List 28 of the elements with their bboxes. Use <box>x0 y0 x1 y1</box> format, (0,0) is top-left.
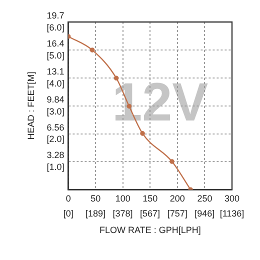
x-tick-label: 50 <box>90 193 101 204</box>
y-tick-label: 9.84 <box>46 94 64 104</box>
x2-tick-label: [1136] <box>220 208 244 218</box>
x2-tick-label: [567] <box>140 208 160 218</box>
x2-tick-label: [946] <box>194 208 215 218</box>
y2-tick-label: [4.0] <box>46 78 64 88</box>
x-tick-label: 150 <box>142 193 158 204</box>
y-tick-label: 16.4 <box>46 38 64 49</box>
x-tick-label: 0 <box>66 193 71 204</box>
y-tick-label: 6.56 <box>46 122 64 132</box>
y2-tick-label: [3.0] <box>46 106 64 116</box>
y-axis-title: HEAD : FEET[M] <box>26 72 36 140</box>
y2-tick-label: [2.0] <box>46 134 64 144</box>
x-tick-label: 300 <box>224 193 240 204</box>
y-tick-label: 3.28 <box>46 150 64 160</box>
x-tick-label: 250 <box>197 193 212 204</box>
x-tick-label: 200 <box>170 193 185 204</box>
y-tick-label: 19.7 <box>46 10 64 20</box>
x2-tick-label: [757] <box>167 208 188 218</box>
x-tick-label: 100 <box>115 193 130 204</box>
x2-tick-label: [0] <box>63 208 74 218</box>
x2-tick-label: [189] <box>86 208 106 218</box>
x2-tick-label: [378] <box>112 208 133 218</box>
y2-tick-label: [5.0] <box>46 50 64 60</box>
y-tick-label: 13.1 <box>46 66 64 77</box>
y2-tick-label: [1.0] <box>46 162 64 172</box>
y2-tick-label: [6.0] <box>46 22 64 32</box>
x-axis-title: FLOW RATE : GPH[LPH] <box>99 225 201 236</box>
